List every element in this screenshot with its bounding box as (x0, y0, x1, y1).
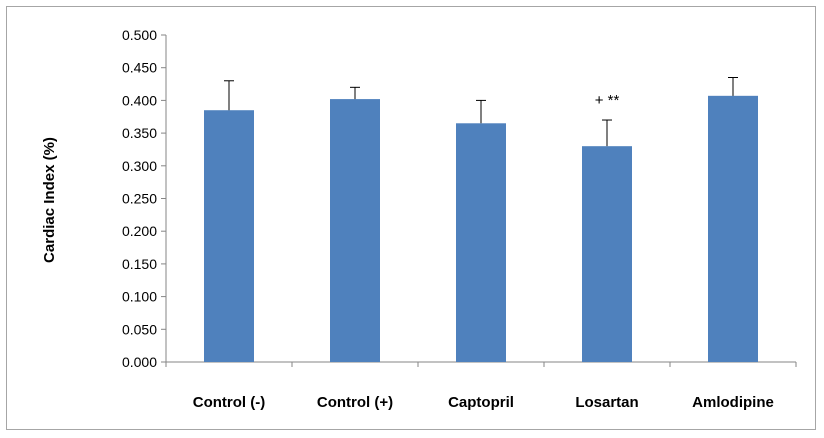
y-tick-label: 0.400 (122, 92, 157, 108)
y-tick-label: 0.500 (122, 27, 157, 43)
x-tick-label: Losartan (575, 394, 638, 411)
bar (330, 99, 380, 362)
y-tick-label: 0.100 (122, 289, 157, 305)
x-tick-label: Captopril (448, 394, 514, 411)
chart-frame (6, 6, 816, 430)
y-tick-label: 0.450 (122, 60, 157, 76)
bar (708, 95, 758, 363)
x-tick-label: Control (-) (193, 394, 265, 411)
x-tick-label: Amlodipine (692, 394, 774, 411)
bar (204, 110, 254, 363)
y-tick-label: 0.050 (122, 321, 157, 337)
y-tick-label: 0.250 (122, 191, 157, 207)
y-tick-label: 0.300 (122, 158, 157, 174)
y-tick-label: 0.200 (122, 223, 157, 239)
y-axis-title: Cardiac Index (%) (41, 137, 58, 263)
bar (582, 146, 632, 362)
bar (456, 123, 506, 362)
significance-annotation: + ** (595, 92, 620, 109)
x-tick-label: Control (+) (317, 394, 393, 411)
y-tick-label: 0.150 (122, 256, 157, 272)
y-tick-label: 0.350 (122, 125, 157, 141)
y-tick-label: 0.000 (122, 354, 157, 370)
